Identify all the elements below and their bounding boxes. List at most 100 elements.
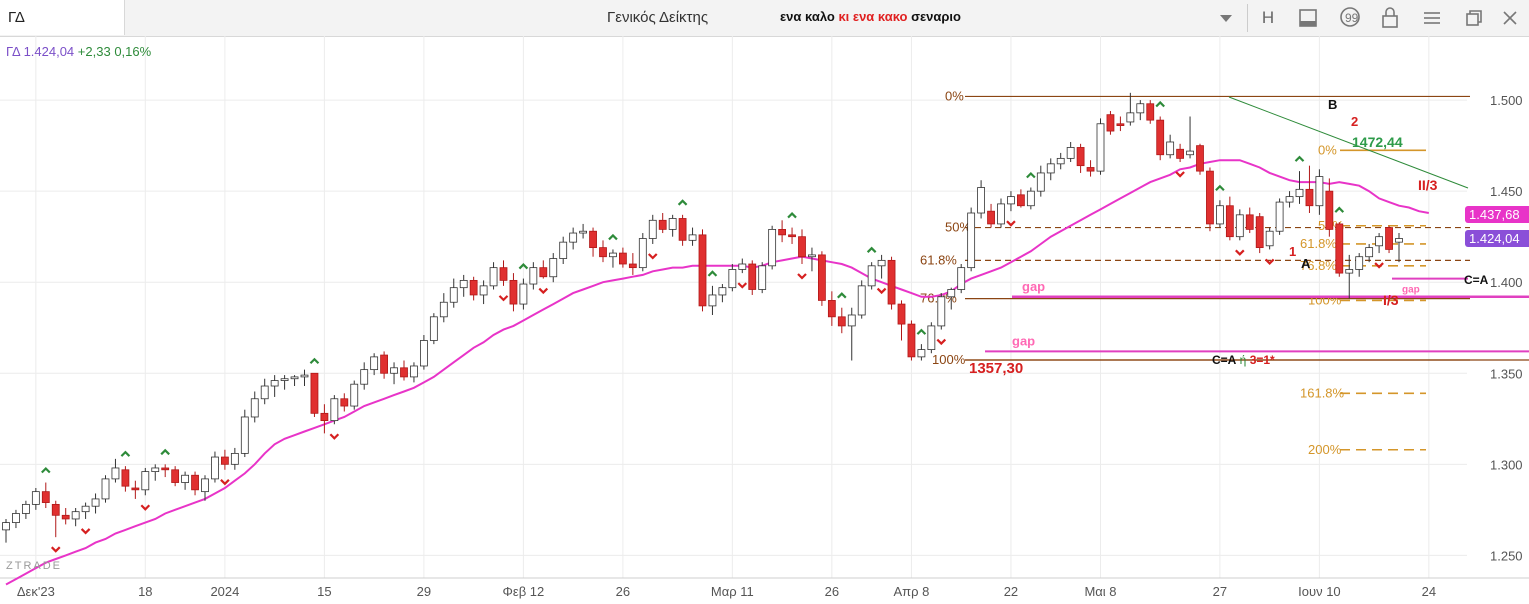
quote-change: +2,33 bbox=[77, 44, 111, 59]
candle-body bbox=[1046, 163, 1055, 174]
chart-subtitle: ενα καλο κι ενα κακο σεναριο bbox=[780, 9, 961, 24]
candle bbox=[579, 223, 587, 239]
buy-arrow-icon bbox=[787, 212, 797, 219]
candle-body bbox=[638, 238, 647, 269]
candle bbox=[678, 214, 687, 246]
candle bbox=[1305, 165, 1314, 214]
candle bbox=[1255, 213, 1264, 254]
sell-arrow-icon bbox=[1175, 171, 1185, 178]
candle-body bbox=[1355, 256, 1364, 270]
candle bbox=[419, 335, 428, 370]
candle bbox=[887, 256, 896, 310]
candle-body bbox=[987, 210, 995, 225]
candle-body bbox=[947, 289, 956, 298]
candle-body bbox=[1225, 205, 1234, 238]
y-axis: 1.500 1.450 1.400 1.350 1.300 1.250 bbox=[1490, 93, 1523, 563]
gap-label: gap bbox=[1402, 285, 1420, 296]
candle-body bbox=[778, 229, 786, 236]
y-tick-label: 1.450 bbox=[1490, 184, 1523, 199]
candle-body bbox=[1295, 188, 1304, 198]
candle bbox=[688, 227, 697, 246]
candle bbox=[51, 500, 60, 538]
candle bbox=[1096, 118, 1105, 175]
sell-arrow-icon bbox=[1374, 262, 1384, 269]
candle-body bbox=[827, 300, 836, 318]
candle bbox=[270, 375, 279, 397]
candle-body bbox=[539, 267, 548, 278]
candle bbox=[1166, 134, 1175, 159]
fib-label: 100% bbox=[932, 352, 966, 367]
candle-body bbox=[648, 219, 657, 239]
candle-body bbox=[1335, 223, 1344, 274]
menu-icon[interactable] bbox=[1418, 5, 1446, 31]
candle bbox=[151, 464, 160, 481]
candle-body bbox=[61, 514, 70, 520]
candle-body bbox=[579, 230, 587, 234]
candle-body bbox=[181, 474, 190, 483]
candle bbox=[191, 471, 199, 496]
candle bbox=[1106, 111, 1115, 135]
candle bbox=[1235, 209, 1244, 241]
candle bbox=[1116, 116, 1125, 132]
candle bbox=[499, 260, 508, 286]
symbol-box[interactable]: ΓΔ bbox=[0, 0, 125, 35]
candle-body bbox=[370, 356, 379, 371]
projection-note: C=A ή 3=1* bbox=[1212, 353, 1275, 367]
candle-body bbox=[1176, 148, 1184, 159]
candle bbox=[1196, 143, 1204, 175]
subtitle-part2: κι ενα κακο bbox=[838, 9, 912, 24]
buy-arrow-icon bbox=[518, 263, 529, 270]
buy-arrow-icon bbox=[309, 357, 320, 365]
h-button[interactable]: H bbox=[1261, 8, 1275, 27]
candle bbox=[400, 360, 408, 381]
candle-body bbox=[410, 365, 418, 378]
candle-body bbox=[619, 252, 627, 265]
candle-body bbox=[1056, 157, 1065, 165]
chart-grid bbox=[0, 36, 1529, 579]
candle-body bbox=[380, 354, 389, 374]
x-tick-label: Φεβ 12 bbox=[503, 584, 545, 599]
candle bbox=[1375, 233, 1383, 254]
candle bbox=[718, 284, 727, 303]
fib-label: 0% bbox=[945, 88, 964, 103]
x-tick-label: 24 bbox=[1422, 584, 1436, 599]
fibonacci-levels: 0%50%61.8%76.8%100%0%50%61.8%76.8%100%16… bbox=[920, 88, 1470, 457]
candle bbox=[599, 240, 607, 263]
subtitle-part3: σεναριο bbox=[911, 9, 961, 24]
candle bbox=[1176, 143, 1184, 163]
fib-label: 0% bbox=[1318, 142, 1337, 157]
chevron-down-icon[interactable] bbox=[1212, 5, 1240, 31]
candle-body bbox=[151, 467, 160, 473]
candle-body bbox=[1206, 170, 1214, 225]
candle bbox=[390, 362, 398, 385]
candle bbox=[778, 220, 786, 243]
panel-icon[interactable] bbox=[1294, 5, 1322, 31]
candle-body bbox=[330, 398, 339, 422]
comment-icon[interactable]: 99 bbox=[1336, 5, 1364, 31]
candle bbox=[638, 233, 647, 272]
candle bbox=[957, 264, 966, 294]
candle bbox=[171, 466, 180, 487]
quote-price: 1.424,04 bbox=[23, 44, 75, 59]
candle bbox=[380, 351, 389, 379]
candle-body bbox=[698, 234, 707, 307]
x-tick-label: 2024 bbox=[210, 584, 239, 599]
restore-icon[interactable] bbox=[1460, 5, 1488, 31]
candle bbox=[350, 380, 359, 410]
candle bbox=[768, 225, 777, 270]
candle bbox=[449, 278, 458, 308]
candle bbox=[728, 264, 737, 292]
symbol-label: ΓΔ bbox=[8, 9, 25, 26]
candle bbox=[280, 375, 289, 390]
lock-icon[interactable] bbox=[1376, 5, 1404, 31]
buy-arrow-icon bbox=[707, 270, 718, 277]
candle bbox=[370, 353, 379, 376]
close-icon[interactable] bbox=[1496, 5, 1524, 31]
candle bbox=[340, 393, 349, 412]
candle-body bbox=[718, 287, 727, 296]
candle-body bbox=[161, 467, 170, 471]
buy-arrow-icon bbox=[1155, 100, 1165, 108]
candle bbox=[758, 262, 767, 294]
candle-body bbox=[1186, 150, 1194, 156]
